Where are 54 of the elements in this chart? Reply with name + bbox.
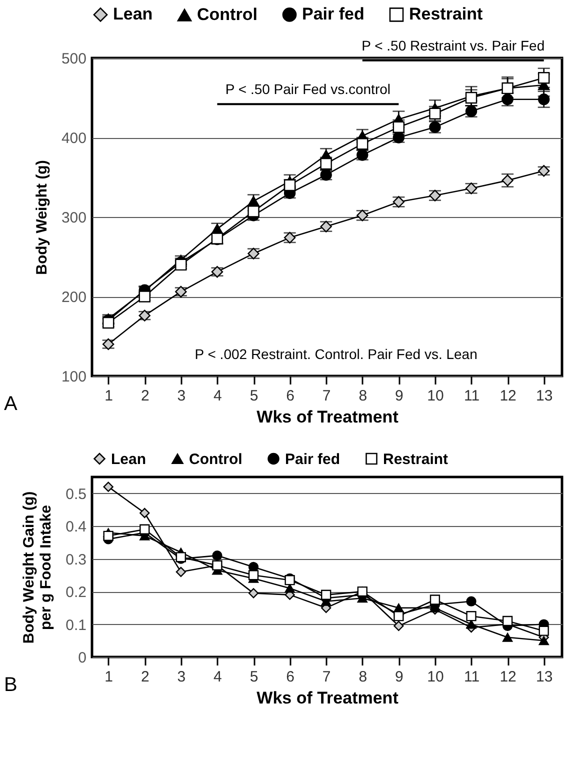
x-tick-label: 8: [358, 668, 368, 686]
y-tick-label: 400: [61, 130, 86, 147]
x-tick-label: 2: [140, 388, 150, 404]
x-tick-label: 5: [250, 668, 258, 686]
x-tick-label: 4: [214, 388, 222, 404]
x-tick-label: 10: [427, 388, 444, 404]
y-tick-label: 0: [78, 650, 86, 666]
x-tick-label: 3: [177, 668, 186, 686]
legend-label: Control: [197, 5, 258, 24]
y-tick-label: 0.5: [66, 486, 86, 503]
legend-label: Pair fed: [285, 450, 340, 468]
x-tick-label: 12: [500, 668, 516, 686]
y-axis-title: Body Weight (g): [33, 160, 50, 275]
x-tick-label: 6: [286, 388, 294, 404]
x-tick-label: 10: [427, 668, 444, 686]
x-tick-label: 5: [250, 388, 258, 404]
y-axis-title: Body Weight Gain (g) per g Food Intake: [20, 491, 55, 644]
legend-label: Lean: [113, 4, 153, 24]
y-tick-label: 0.2: [66, 584, 86, 602]
x-tick-label: 8: [358, 388, 368, 404]
x-tick-label: 9: [395, 388, 404, 404]
text: B: [4, 674, 18, 696]
annotation: P < .002 Restraint. Control. Pair Fed vs. Lean: [194, 346, 478, 362]
annotation: P < .50 Pair Fed vs.control: [225, 81, 390, 98]
x-axis-title: Wks of Treatment: [256, 688, 399, 708]
x-tick-label: 11: [464, 668, 480, 686]
x-tick-label: 13: [536, 388, 553, 404]
x-tick-label: 6: [286, 668, 294, 686]
x-tick-label: 4: [214, 668, 222, 686]
x-tick-label: 1: [104, 388, 114, 404]
legend-label: Lean: [111, 450, 146, 468]
legend-label: Pair fed: [302, 4, 364, 24]
x-tick-label: 11: [464, 388, 480, 404]
x-tick-label: 12: [500, 388, 516, 404]
y-tick-label: 0.3: [66, 551, 86, 568]
x-tick-label: 2: [140, 668, 150, 686]
x-tick-label: 13: [536, 668, 553, 686]
y-tick-label: 300: [61, 210, 86, 226]
legend-label: Control: [189, 450, 242, 468]
y-tick-label: 100: [61, 368, 86, 386]
y-tick-label: 200: [61, 289, 86, 306]
text: P < .50 Restraint vs. Pair Fed: [362, 37, 545, 54]
x-tick-label: 3: [177, 388, 186, 404]
legend-label: Restraint: [383, 450, 448, 468]
y-tick-label: 0.1: [66, 616, 86, 634]
x-tick-label: 1: [104, 668, 114, 686]
text: A: [4, 393, 18, 415]
x-tick-label: 9: [395, 668, 404, 686]
y-tick-label: 0.4: [66, 518, 86, 536]
x-tick-label: 7: [322, 388, 331, 404]
x-axis-title: Wks of Treatment: [256, 408, 399, 426]
x-tick-label: 7: [322, 668, 331, 686]
legend-label: Restraint: [409, 4, 484, 24]
y-tick-label: 500: [61, 50, 86, 68]
